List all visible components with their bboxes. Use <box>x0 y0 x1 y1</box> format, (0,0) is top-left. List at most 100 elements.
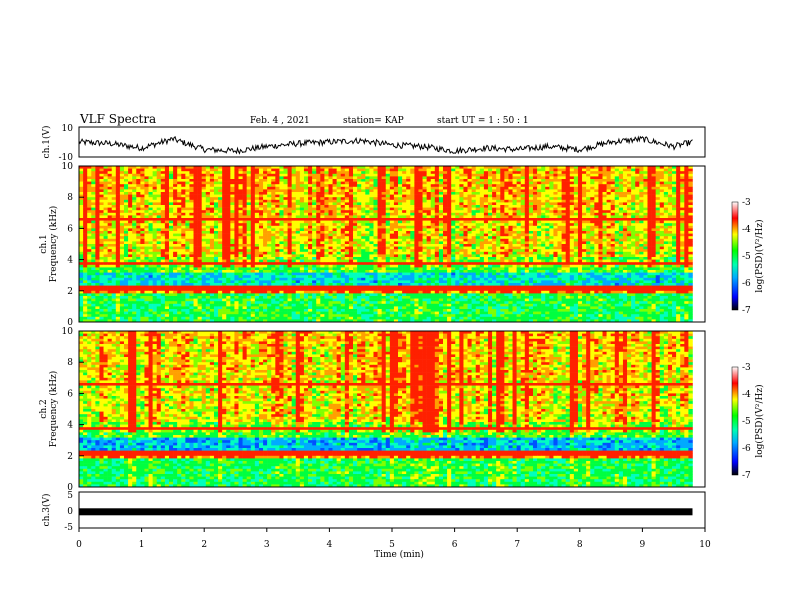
spectrogram-cell <box>561 168 566 172</box>
spectrogram-cell <box>357 192 362 195</box>
spectrogram-cell <box>344 228 350 232</box>
spectrogram-cell <box>684 228 689 232</box>
spectrogram-cell <box>545 210 550 214</box>
spectrogram-cell <box>500 220 505 224</box>
spectrogram-cell <box>537 210 542 214</box>
spectrogram-cell <box>140 210 145 214</box>
spectrogram-cell <box>504 166 509 169</box>
spectrogram-cell <box>606 189 611 193</box>
spectrogram-cell <box>688 215 693 219</box>
spectrogram-cell <box>483 249 489 253</box>
spectrogram-cell <box>123 166 129 169</box>
spectrogram-cell <box>115 194 121 198</box>
spectrogram-cell <box>164 228 170 232</box>
spectrogram-cell <box>684 215 689 219</box>
spectrogram-cell <box>152 176 158 180</box>
spectrogram-cell <box>532 225 538 229</box>
spectrogram-cell <box>635 228 640 232</box>
spectrogram-cell <box>340 212 346 216</box>
spectrogram-cell <box>275 223 280 227</box>
spectrogram-cell <box>606 249 611 253</box>
spectrogram-cell <box>357 197 362 201</box>
spectrogram-cell <box>389 202 395 206</box>
spectrogram-cell <box>618 207 624 211</box>
spectrogram-cell <box>434 179 440 182</box>
spectrogram-cell <box>483 220 489 224</box>
spectrogram-cell <box>516 176 522 180</box>
spectrogram-cell <box>99 168 104 172</box>
spectrogram-cell <box>177 176 182 180</box>
spectrogram-cell <box>479 171 485 175</box>
spectrogram-cell <box>463 212 468 216</box>
spectrogram-cell <box>164 176 170 180</box>
spectrogram-cell <box>389 166 395 169</box>
spectrogram-cell <box>614 215 620 219</box>
spectrogram-cell <box>193 179 198 182</box>
spectrogram-cell <box>316 210 321 214</box>
spectrogram-cell <box>115 228 121 232</box>
spectrogram-cell <box>177 192 182 195</box>
spectrogram-cell <box>312 236 317 240</box>
spectrogram-cell <box>455 207 460 211</box>
spectrogram-cell <box>602 166 607 169</box>
spectrogram-cell <box>91 233 96 237</box>
spectrogram-cell <box>369 192 374 195</box>
spectrogram-cell <box>275 173 280 177</box>
spectrogram-cell <box>181 192 186 195</box>
spectrogram-cell <box>115 173 121 177</box>
spectrogram-cell <box>385 212 391 216</box>
spectrogram-cell <box>410 176 415 180</box>
spectrogram-cell <box>553 218 558 221</box>
spectrogram-cell <box>622 220 628 224</box>
spectrogram-cell <box>590 189 595 193</box>
spectrogram-cell <box>684 197 689 201</box>
spectrogram-cell <box>651 176 656 180</box>
spectrogram-cell <box>573 166 579 169</box>
spectrogram-cell <box>381 212 387 216</box>
spectrogram-cell <box>582 171 587 175</box>
spectrogram-cell <box>606 233 611 237</box>
spectrogram-cell <box>246 241 252 245</box>
spectrogram-cell <box>381 205 387 208</box>
spectrogram-cell <box>602 205 607 208</box>
spectrogram-cell <box>152 199 158 203</box>
spectrogram-cell <box>348 212 354 216</box>
spectrogram-cell <box>389 181 395 185</box>
spectrogram-cell <box>688 223 693 227</box>
spectrogram-cell <box>385 179 391 182</box>
spectrogram-cell <box>631 218 636 221</box>
spectrogram-cell <box>467 225 472 229</box>
spectrogram-cell <box>508 176 513 180</box>
spectrogram-cell <box>614 207 620 211</box>
start-ut-label: start UT = 1 : 50 : 1 <box>437 116 529 126</box>
spectrogram-cell <box>263 189 268 193</box>
spectrogram-cell <box>201 251 207 255</box>
spectrogram-cell <box>263 202 268 206</box>
spectrogram-cell <box>320 231 325 234</box>
spectrogram-cell <box>541 215 546 219</box>
spectrogram-cell <box>189 246 194 250</box>
spectrogram-cell <box>414 231 419 234</box>
spectrogram-cell <box>173 236 178 240</box>
spectrogram-cell <box>193 205 198 208</box>
spectrogram-cell <box>79 228 84 232</box>
spectrogram-cell <box>303 176 309 180</box>
spectrogram-cell <box>348 179 354 182</box>
spectrogram-cell <box>606 212 611 216</box>
spectrogram-cell <box>132 228 137 232</box>
spectrogram-cell <box>197 202 202 206</box>
spectrogram-cell <box>451 192 456 195</box>
spectrogram-cell <box>336 218 342 221</box>
spectrogram-cell <box>136 184 141 188</box>
spectrogram-cell <box>422 225 427 229</box>
spectrogram-cell <box>549 189 554 193</box>
spectrogram-cell <box>561 186 566 190</box>
spectrogram-cell <box>205 199 211 203</box>
spectrogram-cell <box>393 244 399 247</box>
spectrogram-cell <box>631 207 636 211</box>
spectrogram-cell <box>426 218 432 221</box>
spectrogram-cell <box>173 220 178 224</box>
spectrogram-cell <box>357 236 362 240</box>
spectrogram-cell <box>606 246 611 250</box>
spectrogram-cell <box>410 199 415 203</box>
